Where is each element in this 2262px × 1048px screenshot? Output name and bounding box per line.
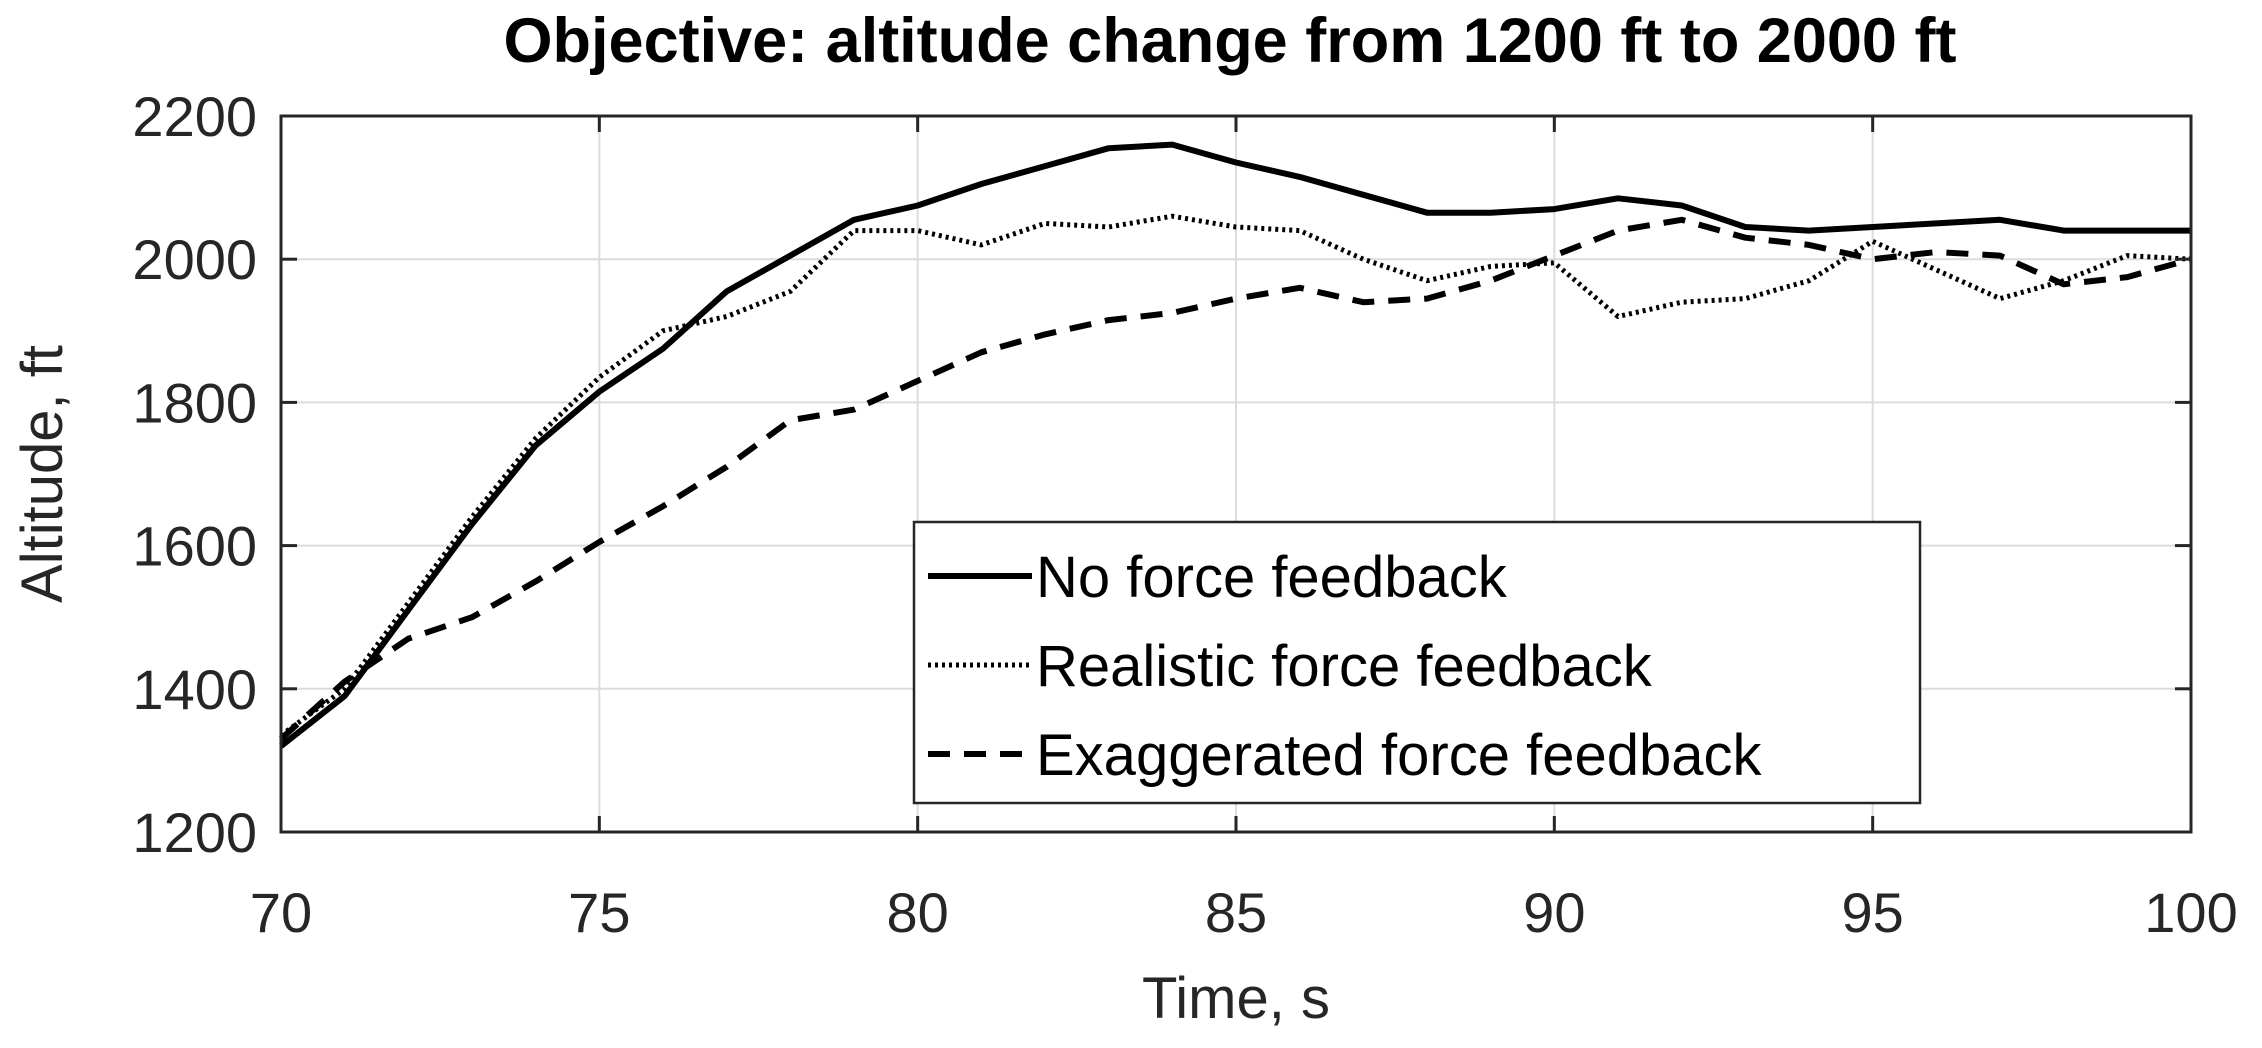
x-tick-label: 100 <box>2144 881 2237 944</box>
x-tick-label: 80 <box>887 881 949 944</box>
x-tick-label: 70 <box>250 881 312 944</box>
y-tick-label: 1600 <box>132 515 257 578</box>
x-tick-label: 90 <box>1523 881 1585 944</box>
plot-lines <box>278 141 2192 749</box>
y-axis-ticks: 1200 1400 1600 1800 2000 2200 <box>132 85 2191 864</box>
legend: No force feedback Realistic force feedba… <box>912 520 1922 805</box>
x-axis-label: Time, s <box>1142 966 1330 1031</box>
y-tick-label: 1800 <box>132 371 257 434</box>
x-tick-label: 75 <box>568 881 630 944</box>
chart-title: Objective: altitude change from 1200 ft … <box>504 6 1957 76</box>
legend-label-no-feedback: No force feedback <box>1036 545 1508 610</box>
legend-label-realistic-feedback: Realistic force feedback <box>1036 634 1653 699</box>
y-tick-label: 2200 <box>132 85 257 148</box>
series-line-realistic-force-feedback <box>279 213 2192 738</box>
x-axis-ticks: 70 75 80 85 90 95 100 <box>250 116 2238 944</box>
x-tick-label: 95 <box>1842 881 1904 944</box>
x-tick-label: 85 <box>1205 881 1267 944</box>
series-line-exaggerated-force-feedback <box>278 216 2192 742</box>
legend-box <box>912 520 1922 805</box>
series-line-no-force-feedback <box>279 141 2191 749</box>
y-tick-label: 1400 <box>132 658 257 721</box>
y-tick-label: 2000 <box>132 228 257 291</box>
y-tick-label: 1200 <box>132 801 257 864</box>
y-axis-label: Altitude, ft <box>10 345 75 603</box>
legend-label-exaggerated-feedback: Exaggerated force feedback <box>1036 723 1762 788</box>
